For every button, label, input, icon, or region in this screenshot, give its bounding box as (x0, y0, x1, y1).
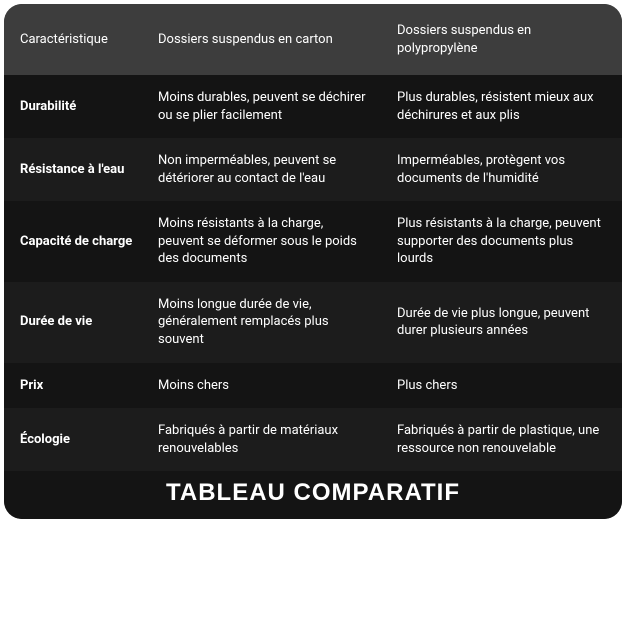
cell-poly: Fabriqués à partir de plastique, une res… (383, 408, 622, 471)
caption-title: TABLEAU COMPARATIF (4, 471, 622, 519)
cell-carton: Moins chers (144, 363, 383, 409)
cell-poly: Durée de vie plus longue, peuvent durer … (383, 282, 622, 363)
row-label: Capacité de charge (4, 201, 144, 282)
col-header-carton: Dossiers suspendus en carton (144, 4, 383, 75)
cell-carton: Moins durables, peuvent se déchirer ou s… (144, 75, 383, 138)
table-header-row: Caractéristique Dossiers suspendus en ca… (4, 4, 622, 75)
row-label: Prix (4, 363, 144, 409)
table-row: Résistance à l'eau Non imperméables, peu… (4, 138, 622, 201)
row-label: Écologie (4, 408, 144, 471)
cell-carton: Moins longue durée de vie, généralement … (144, 282, 383, 363)
cell-carton: Moins résistants à la charge, peuvent se… (144, 201, 383, 282)
row-label: Durée de vie (4, 282, 144, 363)
comparison-table: Caractéristique Dossiers suspendus en ca… (4, 4, 622, 471)
table-row: Prix Moins chers Plus chers (4, 363, 622, 409)
comparison-card: Caractéristique Dossiers suspendus en ca… (4, 4, 622, 519)
cell-carton: Fabriqués à partir de matériaux renouvel… (144, 408, 383, 471)
table-row: Durée de vie Moins longue durée de vie, … (4, 282, 622, 363)
table-row: Écologie Fabriqués à partir de matériaux… (4, 408, 622, 471)
col-header-feature: Caractéristique (4, 4, 144, 75)
row-label: Résistance à l'eau (4, 138, 144, 201)
cell-poly: Plus chers (383, 363, 622, 409)
row-label: Durabilité (4, 75, 144, 138)
cell-poly: Imperméables, protègent vos documents de… (383, 138, 622, 201)
cell-poly: Plus résistants à la charge, peuvent sup… (383, 201, 622, 282)
table-row: Durabilité Moins durables, peuvent se dé… (4, 75, 622, 138)
cell-carton: Non imperméables, peuvent se détériorer … (144, 138, 383, 201)
cell-poly: Plus durables, résistent mieux aux déchi… (383, 75, 622, 138)
col-header-poly: Dossiers suspendus en polypropylène (383, 4, 622, 75)
table-row: Capacité de charge Moins résistants à la… (4, 201, 622, 282)
